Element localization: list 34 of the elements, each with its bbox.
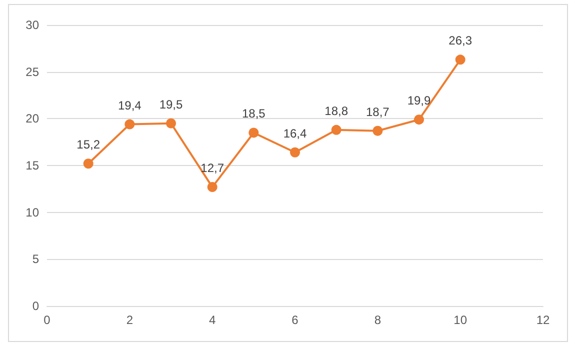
y-tick-label: 15 — [26, 158, 40, 172]
y-tick-label: 10 — [26, 205, 40, 220]
point — [166, 118, 176, 128]
y-tick-label: 5 — [32, 252, 40, 266]
data-label: 19,5 — [159, 97, 183, 112]
data-label: 12,7 — [200, 161, 224, 176]
data-label: 18,8 — [324, 104, 348, 118]
data-label: 15,2 — [76, 138, 100, 152]
point — [331, 124, 342, 135]
point — [455, 54, 466, 65]
data-label: 18,7 — [366, 104, 390, 119]
data-label: 19,9 — [407, 94, 431, 108]
x-tick-label: 6 — [292, 313, 299, 327]
y-tick-label: 30 — [26, 18, 40, 32]
point — [414, 114, 424, 125]
y-tick-label: 20 — [26, 112, 40, 126]
x-tick-label: 2 — [126, 313, 134, 327]
x-tick-label: 8 — [374, 313, 382, 327]
x-tick-label: 12 — [536, 313, 550, 327]
x-tick-label: 10 — [454, 313, 468, 327]
x-tick-label: 0 — [44, 313, 51, 327]
data-label: 26,3 — [448, 34, 472, 48]
point — [248, 128, 259, 138]
point — [83, 158, 94, 169]
point — [290, 147, 300, 158]
data-label: 19,4 — [118, 98, 142, 112]
point — [207, 182, 218, 192]
point — [124, 119, 135, 130]
y-tick-label: 25 — [26, 64, 40, 79]
data-label: 18,5 — [242, 106, 266, 121]
x-tick-label: 4 — [208, 313, 216, 327]
data-label: 16,4 — [283, 126, 307, 140]
y-tick-label: 0 — [32, 299, 40, 313]
point — [372, 126, 383, 136]
